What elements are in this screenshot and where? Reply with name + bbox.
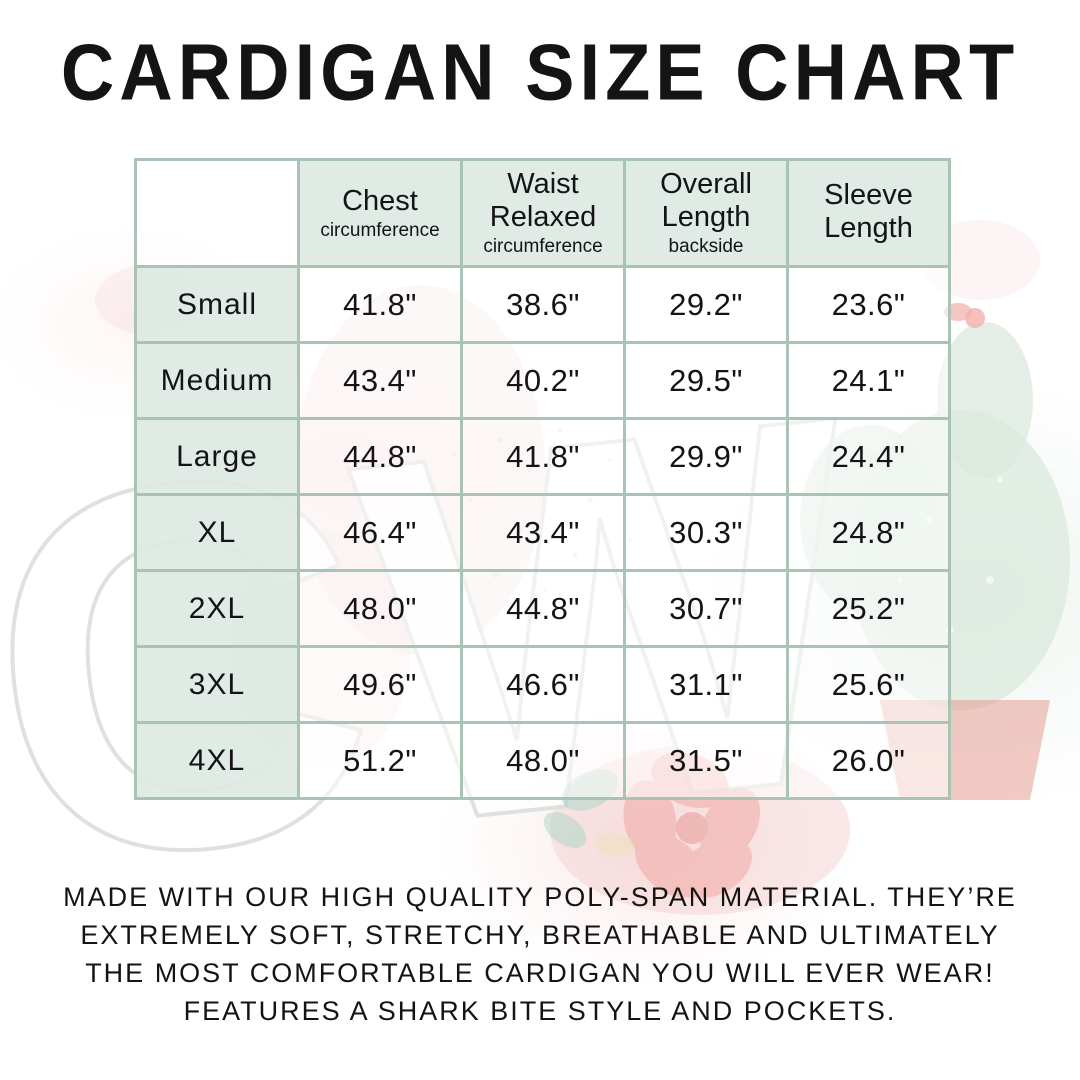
size-label: Small bbox=[134, 265, 300, 344]
measurement-cell: 31.1" bbox=[623, 645, 789, 724]
page-title: CARDIGAN SIZE CHART bbox=[60, 27, 1020, 117]
table-header-row: Chest circumference Waist Relaxed circum… bbox=[134, 158, 951, 268]
measurement-cell: 24.1" bbox=[786, 341, 951, 420]
measurement-cell: 25.2" bbox=[786, 569, 951, 648]
size-label: Large bbox=[134, 417, 300, 496]
measurement-cell: 25.6" bbox=[786, 645, 951, 724]
size-row-2xl: 2XL 48.0" 44.8" 30.7" 25.2" bbox=[134, 569, 951, 648]
measurement-cell: 51.2" bbox=[297, 721, 463, 800]
measurement-cell: 46.6" bbox=[460, 645, 626, 724]
column-header-sub: circumference bbox=[320, 220, 440, 242]
measurement-cell: 44.8" bbox=[297, 417, 463, 496]
measurement-cell: 48.0" bbox=[297, 569, 463, 648]
measurement-cell: 43.4" bbox=[297, 341, 463, 420]
size-row-medium: Medium 43.4" 40.2" 29.5" 24.1" bbox=[134, 341, 951, 420]
measurement-cell: 24.8" bbox=[786, 493, 951, 572]
description-line: THE MOST COMFORTABLE CARDIGAN YOU WILL E… bbox=[85, 958, 995, 988]
size-label: XL bbox=[134, 493, 300, 572]
measurement-cell: 38.6" bbox=[460, 265, 626, 344]
measurement-cell: 49.6" bbox=[297, 645, 463, 724]
size-label: 3XL bbox=[134, 645, 300, 724]
column-header-sub: backside bbox=[668, 236, 744, 258]
measurement-cell: 43.4" bbox=[460, 493, 626, 572]
column-header-label: Overall Length bbox=[660, 168, 752, 233]
measurement-cell: 46.4" bbox=[297, 493, 463, 572]
measurement-cell: 26.0" bbox=[786, 721, 951, 800]
material-description: MADE WITH OUR HIGH QUALITY POLY-SPAN MAT… bbox=[30, 878, 1050, 1030]
measurement-cell: 24.4" bbox=[786, 417, 951, 496]
column-header-waist: Waist Relaxed circumference bbox=[460, 158, 626, 268]
size-row-3xl: 3XL 49.6" 46.6" 31.1" 25.6" bbox=[134, 645, 951, 724]
measurement-cell: 29.9" bbox=[623, 417, 789, 496]
column-header-label: Sleeve Length bbox=[824, 179, 913, 244]
description-line: EXTREMELY SOFT, STRETCHY, BREATHABLE AND… bbox=[80, 920, 1000, 950]
size-table: Chest circumference Waist Relaxed circum… bbox=[134, 158, 951, 800]
description-line: MADE WITH OUR HIGH QUALITY POLY-SPAN MAT… bbox=[63, 882, 1017, 912]
measurement-cell: 40.2" bbox=[460, 341, 626, 420]
column-header-label: Chest bbox=[342, 184, 418, 217]
measurement-cell: 29.5" bbox=[623, 341, 789, 420]
measurement-cell: 41.8" bbox=[460, 417, 626, 496]
column-header-label: Waist Relaxed bbox=[489, 168, 597, 233]
size-row-small: Small 41.8" 38.6" 29.2" 23.6" bbox=[134, 265, 951, 344]
column-header-chest: Chest circumference bbox=[297, 158, 463, 268]
measurement-cell: 41.8" bbox=[297, 265, 463, 344]
measurement-cell: 30.3" bbox=[623, 493, 789, 572]
column-header-overall-length: Overall Length backside bbox=[623, 158, 789, 268]
size-row-4xl: 4XL 51.2" 48.0" 31.5" 26.0" bbox=[134, 721, 951, 800]
size-row-large: Large 44.8" 41.8" 29.9" 24.4" bbox=[134, 417, 951, 496]
size-label: 4XL bbox=[134, 721, 300, 800]
size-label: Medium bbox=[134, 341, 300, 420]
measurement-cell: 48.0" bbox=[460, 721, 626, 800]
measurement-cell: 31.5" bbox=[623, 721, 789, 800]
column-header-sleeve-length: Sleeve Length bbox=[786, 158, 951, 268]
measurement-cell: 23.6" bbox=[786, 265, 951, 344]
description-line: FEATURES A SHARK BITE STYLE AND POCKETS. bbox=[183, 996, 897, 1026]
size-row-xl: XL 46.4" 43.4" 30.3" 24.8" bbox=[134, 493, 951, 572]
column-header-sub: circumference bbox=[483, 236, 603, 258]
corner-cell bbox=[134, 158, 300, 268]
measurement-cell: 30.7" bbox=[623, 569, 789, 648]
size-label: 2XL bbox=[134, 569, 300, 648]
measurement-cell: 44.8" bbox=[460, 569, 626, 648]
measurement-cell: 29.2" bbox=[623, 265, 789, 344]
